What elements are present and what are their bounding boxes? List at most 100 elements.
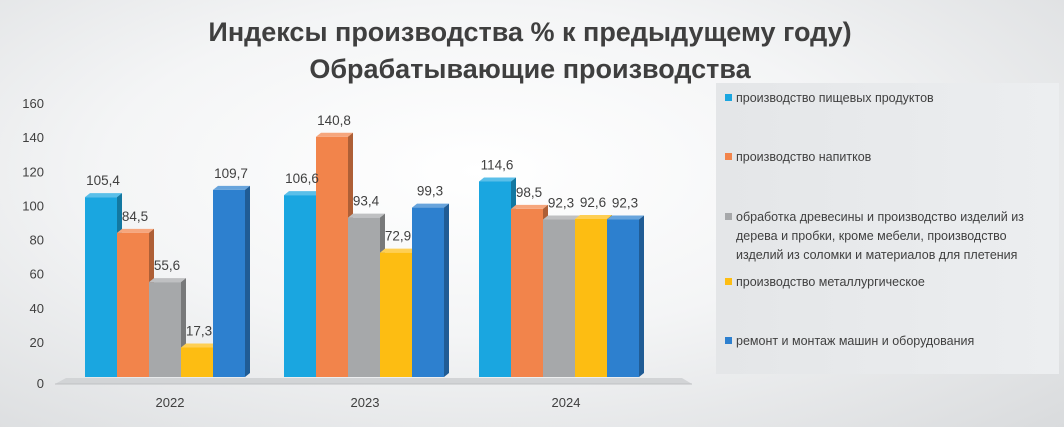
- data-label: 55,6: [154, 258, 180, 273]
- data-label: 92,3: [548, 196, 574, 211]
- bar: [575, 215, 612, 377]
- y-tick-label: 100: [22, 198, 44, 213]
- data-label: 99,3: [417, 184, 443, 199]
- legend-swatch: [725, 337, 732, 344]
- bar-front: [181, 347, 213, 377]
- y-tick-label: 0: [37, 376, 44, 391]
- bar: [607, 215, 644, 377]
- bar-front: [213, 189, 245, 377]
- bar-top: [284, 191, 321, 196]
- floor-plane: [55, 378, 692, 384]
- bar-top: [575, 215, 612, 220]
- y-tick-label: 20: [30, 335, 44, 350]
- legend-label: производство пищевых продуктов: [736, 91, 934, 105]
- bar-top: [181, 343, 218, 348]
- y-tick-label: 160: [22, 96, 44, 111]
- legend-item: производство металлургическое: [725, 275, 925, 289]
- y-tick-label: 120: [22, 164, 44, 179]
- legend-label: дерева и пробки, кроме мебели, производс…: [736, 229, 1007, 243]
- x-axis: 2022 2023 2024: [156, 395, 581, 410]
- legend-label: ремонт и монтаж машин и оборудования: [736, 334, 974, 348]
- bar-front: [348, 217, 380, 377]
- bar-top: [213, 185, 250, 190]
- bar-front: [149, 282, 181, 377]
- data-label: 114,6: [481, 157, 514, 172]
- bar: [380, 248, 417, 377]
- data-label: 84,5: [122, 209, 148, 224]
- bar-front: [380, 252, 412, 377]
- bar-front: [543, 219, 575, 377]
- x-tick-label: 2024: [552, 395, 581, 410]
- bar-side: [444, 203, 449, 377]
- bar-front: [607, 219, 639, 377]
- legend-swatch: [725, 213, 732, 220]
- data-label: 140,8: [317, 113, 351, 128]
- data-label: 17,3: [186, 323, 212, 338]
- chart-subtitle: Обрабатывающие производства: [309, 54, 751, 84]
- data-label: 105,4: [86, 173, 120, 188]
- bar: [213, 185, 250, 377]
- legend-label: обработка древесины и производство издел…: [736, 210, 1024, 224]
- bar-top: [348, 213, 385, 218]
- bar: [348, 213, 385, 377]
- x-tick-label: 2022: [156, 395, 185, 410]
- legend-label: производство металлургическое: [736, 275, 925, 289]
- bar: [85, 193, 122, 377]
- bar-top: [479, 177, 516, 182]
- y-axis: 0 20 40 60 80 100 120 140 160: [22, 96, 44, 391]
- bar: [543, 215, 580, 377]
- bars: [85, 132, 644, 377]
- data-label: 98,5: [516, 185, 542, 200]
- y-tick-label: 60: [30, 267, 44, 282]
- legend-item: производство пищевых продуктов: [725, 91, 934, 105]
- bar-front: [117, 232, 149, 377]
- legend-swatch: [725, 278, 732, 285]
- bar-top: [412, 203, 449, 208]
- bar-top: [85, 193, 122, 198]
- bar-front: [412, 207, 444, 377]
- x-tick-label: 2023: [351, 395, 380, 410]
- chart-title: Индексы производства % к предыдущему год…: [208, 17, 851, 47]
- legend-item: ремонт и монтаж машин и оборудования: [725, 334, 974, 348]
- legend-label: изделий из соломки и материалов для плет…: [736, 248, 1017, 262]
- data-labels: 105,4 106,6 114,6 84,5 140,8 98,5 55,6 93,4 92,3…: [86, 113, 638, 339]
- bar: [316, 132, 353, 377]
- bar-front: [511, 208, 543, 377]
- bar: [117, 228, 154, 377]
- data-label: 93,4: [353, 194, 380, 209]
- bar-top: [607, 215, 644, 220]
- legend-item: производство напитков: [725, 150, 872, 164]
- bar-top: [511, 204, 548, 209]
- legend-background: [716, 83, 1059, 374]
- legend-label: производство напитков: [736, 150, 872, 164]
- bar: [511, 204, 548, 377]
- chart-floor: [55, 378, 692, 385]
- bar: [284, 191, 321, 377]
- legend-item: обработка древесины и производство издел…: [725, 210, 1024, 262]
- bar-front: [85, 197, 117, 377]
- bar-front: [284, 195, 316, 377]
- legend: производство пищевых продуктов производст…: [725, 91, 1024, 348]
- data-label: 109,7: [214, 166, 248, 181]
- legend-swatch: [725, 94, 732, 101]
- bar-front: [479, 181, 511, 377]
- bar-top: [543, 215, 580, 220]
- y-tick-label: 140: [22, 130, 44, 145]
- bar-side: [639, 215, 644, 377]
- bar-front: [575, 219, 607, 377]
- bar: [412, 203, 449, 377]
- data-label: 92,3: [612, 196, 638, 211]
- bar-top: [149, 278, 186, 283]
- bar-front: [316, 136, 348, 377]
- data-label: 92,6: [580, 195, 606, 210]
- bar: [149, 278, 186, 377]
- bar: [181, 343, 218, 377]
- y-tick-label: 80: [30, 233, 44, 248]
- bar-side: [245, 185, 250, 377]
- bar: [479, 177, 516, 377]
- bar-top: [117, 228, 154, 233]
- legend-swatch: [725, 153, 732, 160]
- data-label: 72,9: [385, 229, 411, 244]
